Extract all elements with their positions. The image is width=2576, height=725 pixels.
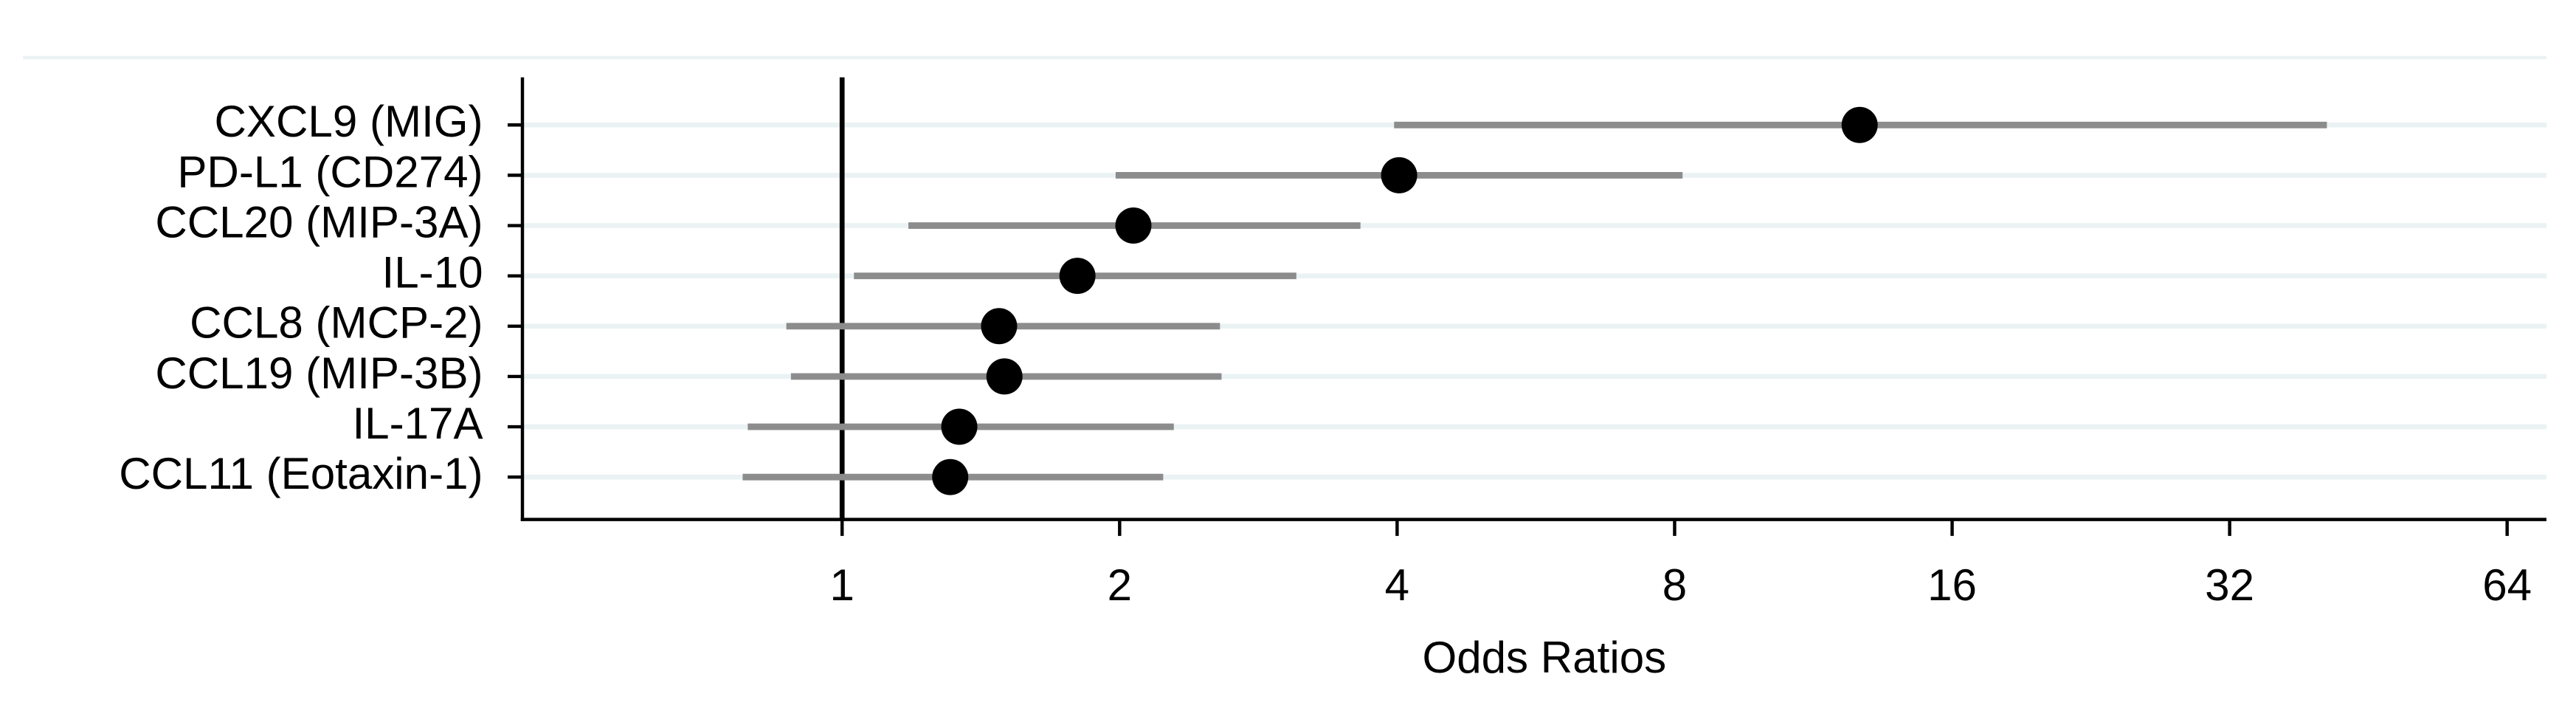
x-tick-label: 16 [1927, 560, 1977, 610]
y-tick-label: CCL20 (MIP-3A) [155, 197, 483, 247]
y-tick-label: IL-17A [352, 399, 483, 448]
y-tick-label: CCL11 (Eotaxin-1) [119, 449, 483, 498]
y-tick-label: CCL8 (MCP-2) [190, 298, 483, 348]
point [932, 458, 969, 495]
x-tick-label: 4 [1385, 560, 1409, 610]
x-tick-label: 2 [1108, 560, 1132, 610]
y-tick-label: PD-L1 (CD274) [177, 147, 483, 196]
point [981, 308, 1018, 345]
y-tick-label: IL-10 [382, 248, 483, 298]
x-tick-label: 8 [1662, 560, 1687, 610]
x-tick-label: 32 [2205, 560, 2254, 610]
y-tick-label: CCL19 (MIP-3B) [155, 348, 483, 398]
point [1115, 207, 1152, 244]
point [1841, 106, 1878, 143]
point [986, 358, 1023, 395]
x-tick-label: 64 [2482, 560, 2532, 610]
point [941, 408, 978, 445]
x-axis-label: Odds Ratios [1422, 633, 1666, 682]
y-tick-label: CXCL9 (MIG) [215, 97, 483, 146]
point [1381, 157, 1418, 193]
point [1059, 258, 1096, 295]
x-tick-label: 1 [830, 560, 854, 610]
